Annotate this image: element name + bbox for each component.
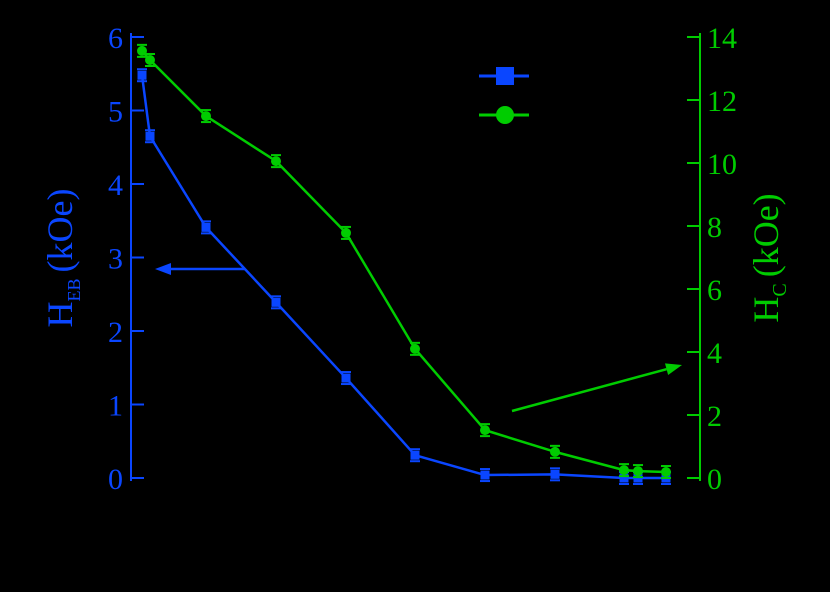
data-point-circle: [137, 45, 147, 56]
data-point-square: [137, 70, 147, 80]
series-h-c: [137, 43, 671, 480]
right-axis-tick-label: 2: [707, 400, 722, 433]
left-axis-tick-label: 4: [108, 169, 123, 202]
right-axis-tick-label: 4: [707, 337, 722, 370]
left-axis-label: HEB (kOe): [40, 189, 84, 328]
legend: [479, 67, 529, 124]
data-point-circle: [661, 467, 671, 478]
left-axis-label-sub: EB: [64, 278, 84, 301]
annotation-arrow-1: [155, 263, 245, 275]
left-axis-tick-label: 0: [108, 463, 123, 496]
data-point-circle: [619, 465, 629, 476]
annotation-arrow-2: [511, 363, 682, 413]
left-axis-tick-label: 6: [108, 22, 123, 55]
data-point-square: [271, 297, 281, 307]
data-point-square: [480, 470, 490, 480]
left-axis-tick-label: 1: [108, 390, 123, 423]
data-point-square: [201, 222, 211, 232]
left-axis-label-unit: (kOe): [40, 189, 80, 273]
legend-entry-square: [479, 67, 529, 85]
series-layer: [137, 43, 671, 485]
data-point-circle: [145, 54, 155, 65]
right-axis-label-sub: C: [769, 283, 791, 296]
data-point-square: [341, 373, 351, 383]
data-point-circle: [633, 466, 643, 477]
right-axis-tick-label: 0: [707, 463, 722, 496]
right-axis-tick-label: 6: [707, 274, 722, 307]
data-point-circle: [201, 111, 211, 122]
legend-entry-circle: [479, 106, 529, 124]
data-point-circle: [341, 227, 351, 238]
legend-circle-marker-icon: [496, 106, 514, 124]
left-axis-tick-label: 2: [108, 316, 123, 349]
left-axis-tick-label: 5: [108, 96, 123, 129]
left-y-axis: 0 1 2 3 4 5 6: [108, 22, 144, 496]
data-point-square: [550, 469, 560, 479]
arrowhead-icon: [155, 263, 171, 275]
data-point-square: [145, 131, 155, 141]
left-axis-tick-label: 3: [108, 243, 123, 276]
arrowhead-icon: [664, 363, 682, 375]
right-axis-label-main: H: [746, 297, 786, 323]
data-point-circle: [550, 446, 560, 457]
data-point-circle: [410, 343, 420, 354]
data-point-circle: [271, 156, 281, 167]
right-axis-tick-label: 14: [707, 22, 737, 55]
right-axis-tick-label: 12: [707, 85, 737, 118]
right-y-axis: 0 2 4 6 8 10 12 14: [687, 22, 737, 496]
data-point-square: [410, 450, 420, 460]
right-axis-label: HC (kOe): [746, 193, 791, 322]
data-point-circle: [480, 425, 490, 436]
right-axis-tick-label: 10: [707, 148, 737, 181]
legend-square-marker-icon: [496, 67, 514, 85]
annotation-layer: [155, 263, 682, 413]
data-point-square: [619, 473, 629, 483]
right-axis-label-unit: (kOe): [746, 193, 786, 277]
right-axis-tick-label: 8: [707, 211, 722, 244]
left-axis-label-main: H: [40, 301, 80, 327]
